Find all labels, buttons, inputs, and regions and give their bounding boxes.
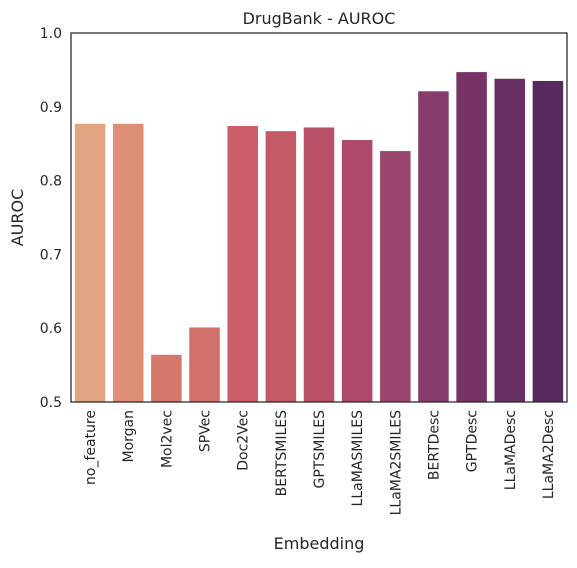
- plot-frame: [70, 32, 568, 403]
- y-tick-label: 0.5: [40, 395, 62, 411]
- x-tick-label: Mol2vec: [159, 410, 175, 468]
- bar-gptdesc: [456, 72, 487, 403]
- bar-no-feature: [74, 123, 106, 403]
- bar-llama2smiles: [380, 151, 411, 402]
- y-axis-ticks: 0.5 0.6 0.7 0.8 0.9 1.0: [40, 26, 62, 411]
- x-tick-label: BERTSMILES: [274, 410, 290, 496]
- x-tick-label: LLaMA2Desc: [541, 410, 557, 499]
- bar-llamasmiles: [341, 140, 373, 402]
- x-tick-label: LLaMASMILES: [350, 410, 366, 507]
- bar-bertsmiles: [265, 131, 297, 402]
- x-tick-label: GPTDesc: [465, 410, 481, 472]
- y-tick-label: 0.6: [40, 321, 62, 337]
- x-tick-label: GPTSMILES: [312, 410, 328, 489]
- y-tick-label: 0.8: [40, 174, 62, 190]
- bar-bertdesc: [418, 91, 449, 403]
- x-tick-label: LLaMA2SMILES: [388, 410, 404, 515]
- x-axis-ticks: no_feature Morgan Mol2vec SPVec Doc2Vec BERTS…: [83, 410, 557, 515]
- y-axis-label: AUROC: [8, 189, 27, 247]
- x-tick-label: LLaMADesc: [503, 410, 519, 490]
- bar-morgan: [112, 123, 144, 403]
- chart-title: DrugBank - AUROC: [243, 9, 396, 28]
- x-tick-label: Morgan: [121, 410, 137, 463]
- x-tick-label: SPVec: [198, 410, 214, 452]
- bar-llama2desc: [532, 80, 564, 402]
- y-tick-label: 1.0: [40, 26, 62, 42]
- x-tick-label: Doc2Vec: [236, 410, 252, 471]
- y-tick-label: 0.7: [40, 247, 62, 263]
- bar-doc2vec: [227, 125, 258, 403]
- x-tick-label: BERTDesc: [426, 410, 442, 480]
- bar-gptsmiles: [303, 127, 335, 403]
- bar-spvec: [189, 327, 220, 402]
- bar-llamadesc: [494, 78, 526, 402]
- bars-group: [74, 72, 564, 403]
- x-axis-label: Embedding: [274, 534, 365, 553]
- y-tick-label: 0.9: [40, 100, 62, 116]
- x-tick-label: no_feature: [83, 410, 99, 485]
- bar-mol2vec: [151, 354, 182, 402]
